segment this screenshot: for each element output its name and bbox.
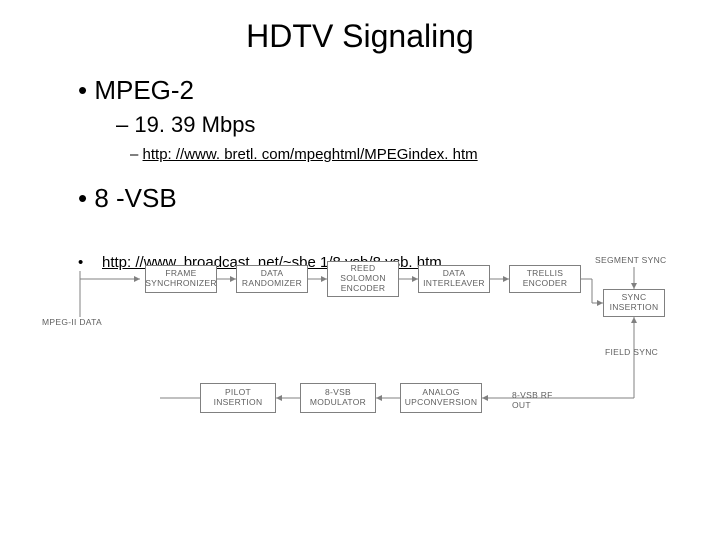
link-bretl[interactable]: http: //www. bretl. com/mpeghtml/MPEGind… (143, 146, 478, 163)
bullet-rate: 19. 39 Mbps (116, 112, 720, 138)
page-title: HDTV Signaling (0, 0, 720, 55)
block-diagram: FRAME SYNCHRONIZER DATA RANDOMIZER REED … (40, 255, 680, 435)
box-analog-upconversion: ANALOG UPCONVERSION (400, 383, 482, 413)
box-sync-insertion: SYNC INSERTION (603, 289, 665, 317)
box-data-randomizer: DATA RANDOMIZER (236, 265, 308, 293)
box-8vsb-modulator: 8-VSB MODULATOR (300, 383, 376, 413)
label-mpeg-data: MPEG-II DATA (42, 317, 102, 327)
bullet-link1: http: //www. bretl. com/mpeghtml/MPEGind… (130, 146, 720, 163)
bullet-8vsb: 8 -VSB (78, 183, 720, 214)
box-data-interleaver: DATA INTERLEAVER (418, 265, 490, 293)
label-rf-out: 8-VSB RF OUT (512, 390, 553, 410)
box-trellis-encoder: TRELLIS ENCODER (509, 265, 581, 293)
box-reed-solomon: REED SOLOMON ENCODER (327, 261, 399, 297)
box-pilot-insertion: PILOT INSERTION (200, 383, 276, 413)
box-frame-sync: FRAME SYNCHRONIZER (145, 265, 217, 293)
bullet-mpeg2: MPEG-2 (78, 75, 720, 106)
label-segment-sync: SEGMENT SYNC (595, 255, 666, 265)
label-field-sync: FIELD SYNC (605, 347, 658, 357)
